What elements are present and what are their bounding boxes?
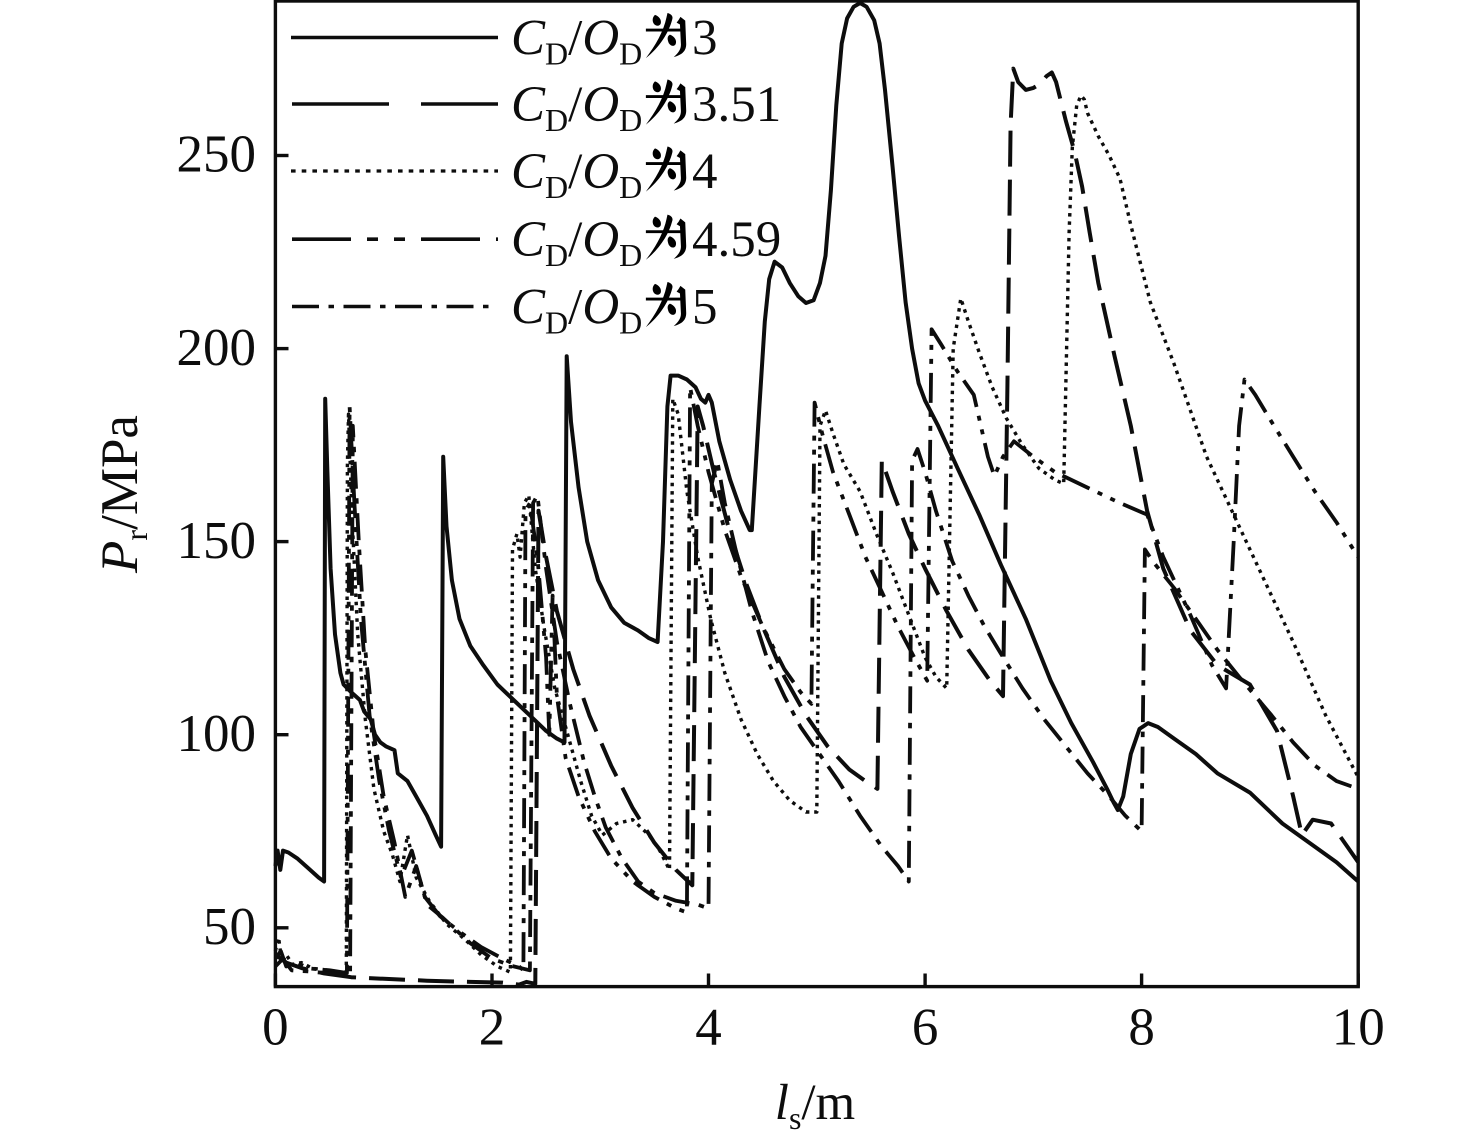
svg-text:4: 4 bbox=[692, 144, 718, 200]
svg-text:50: 50 bbox=[203, 898, 256, 956]
svg-text:CD/OD: CD/OD bbox=[511, 144, 642, 205]
svg-text:3.51: 3.51 bbox=[692, 77, 781, 133]
svg-text:2: 2 bbox=[479, 999, 506, 1057]
svg-text:CD/OD: CD/OD bbox=[511, 280, 642, 341]
svg-text:5: 5 bbox=[692, 280, 718, 336]
svg-text:8: 8 bbox=[1128, 999, 1155, 1057]
svg-text:200: 200 bbox=[177, 319, 257, 377]
svg-text:150: 150 bbox=[177, 512, 257, 570]
svg-text:10: 10 bbox=[1332, 999, 1385, 1057]
svg-text:6: 6 bbox=[912, 999, 939, 1057]
svg-text:250: 250 bbox=[177, 126, 257, 184]
svg-text:CD/OD: CD/OD bbox=[511, 212, 642, 273]
svg-text:Pr/MPa: Pr/MPa bbox=[91, 415, 154, 574]
svg-text:ls/m: ls/m bbox=[775, 1075, 855, 1136]
svg-text:3: 3 bbox=[692, 11, 718, 67]
svg-text:CD/OD: CD/OD bbox=[511, 77, 642, 138]
svg-text:0: 0 bbox=[262, 999, 289, 1057]
svg-text:4.59: 4.59 bbox=[692, 212, 781, 268]
svg-text:100: 100 bbox=[177, 705, 257, 763]
svg-text:4: 4 bbox=[695, 999, 722, 1057]
svg-text:CD/OD: CD/OD bbox=[511, 11, 642, 72]
